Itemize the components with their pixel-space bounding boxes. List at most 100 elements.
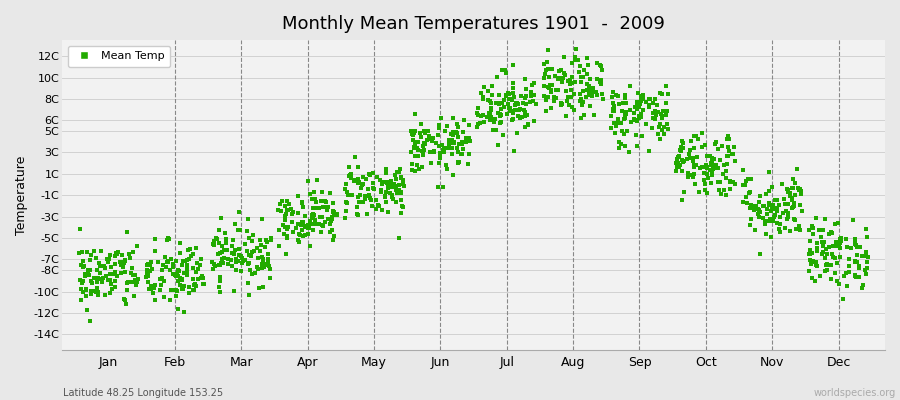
Point xyxy=(762,200,777,206)
Point xyxy=(545,66,560,72)
Point xyxy=(256,256,270,262)
Point xyxy=(436,184,450,191)
Point xyxy=(378,194,392,200)
Point xyxy=(356,181,371,187)
Point xyxy=(630,143,644,149)
Point xyxy=(143,262,157,268)
Point xyxy=(306,205,320,212)
Point xyxy=(188,280,202,287)
Point xyxy=(766,202,780,208)
Point xyxy=(127,293,141,300)
Point xyxy=(618,110,633,117)
Point xyxy=(642,104,656,110)
Point xyxy=(484,113,499,120)
Point xyxy=(832,280,846,287)
Point xyxy=(296,218,310,225)
Point xyxy=(852,265,867,271)
Point xyxy=(325,214,339,220)
Point xyxy=(94,279,109,285)
Point xyxy=(115,264,130,270)
Point xyxy=(77,272,92,279)
Point xyxy=(671,152,686,159)
Point xyxy=(213,274,228,280)
Point xyxy=(79,286,94,292)
Point xyxy=(263,275,277,282)
Point xyxy=(78,287,93,294)
Point xyxy=(471,121,485,127)
Point xyxy=(278,213,293,220)
Point xyxy=(82,272,96,279)
Point xyxy=(232,252,247,258)
Point xyxy=(848,272,862,278)
Point xyxy=(214,260,229,267)
Point xyxy=(250,254,265,261)
Point xyxy=(247,247,261,254)
Point xyxy=(105,286,120,292)
Point xyxy=(369,206,383,212)
Point xyxy=(301,178,315,184)
Point xyxy=(483,111,498,118)
Point xyxy=(189,245,203,252)
Point xyxy=(526,80,541,86)
Point xyxy=(781,189,796,195)
Point xyxy=(842,269,856,276)
Point xyxy=(209,234,223,241)
Point xyxy=(758,219,772,226)
Point xyxy=(815,251,830,258)
Point xyxy=(294,200,309,206)
Point xyxy=(635,133,650,139)
Point xyxy=(98,292,112,298)
Point xyxy=(373,203,387,210)
Point xyxy=(561,78,575,84)
Point xyxy=(713,157,727,164)
Point xyxy=(697,177,711,183)
Point xyxy=(187,286,202,293)
Point xyxy=(839,270,853,276)
Point xyxy=(438,128,453,134)
Point xyxy=(369,196,383,203)
Point xyxy=(704,162,718,169)
Point xyxy=(396,204,410,210)
Point xyxy=(554,100,568,106)
Point xyxy=(371,202,385,208)
Point xyxy=(275,222,290,228)
Point xyxy=(396,204,410,211)
Point xyxy=(770,206,784,212)
Point xyxy=(184,246,198,252)
Point xyxy=(172,268,186,274)
Point xyxy=(97,263,112,270)
Point xyxy=(472,120,487,126)
Point xyxy=(239,228,254,234)
Point xyxy=(716,162,731,168)
Point xyxy=(772,221,787,227)
Point xyxy=(540,94,554,100)
Point xyxy=(126,272,140,278)
Point xyxy=(80,249,94,255)
Point xyxy=(775,181,789,187)
Point xyxy=(74,286,88,292)
Point xyxy=(212,250,226,257)
Point xyxy=(759,231,773,238)
Point xyxy=(606,106,620,112)
Point xyxy=(446,172,460,178)
Point xyxy=(225,262,239,269)
Point xyxy=(435,115,449,122)
Point xyxy=(672,162,687,168)
Point xyxy=(404,128,419,134)
Point xyxy=(772,226,787,233)
Point xyxy=(480,114,494,120)
Point xyxy=(301,231,315,238)
Point xyxy=(747,207,761,213)
Point xyxy=(415,152,429,158)
Point xyxy=(411,147,426,153)
Point xyxy=(246,232,260,238)
Point xyxy=(327,209,341,216)
Point xyxy=(173,274,187,281)
Point xyxy=(455,146,470,152)
Point xyxy=(776,210,790,216)
Point xyxy=(280,233,294,240)
Point xyxy=(374,188,388,195)
Point xyxy=(648,108,662,114)
Point xyxy=(642,148,656,154)
Point xyxy=(404,149,419,155)
